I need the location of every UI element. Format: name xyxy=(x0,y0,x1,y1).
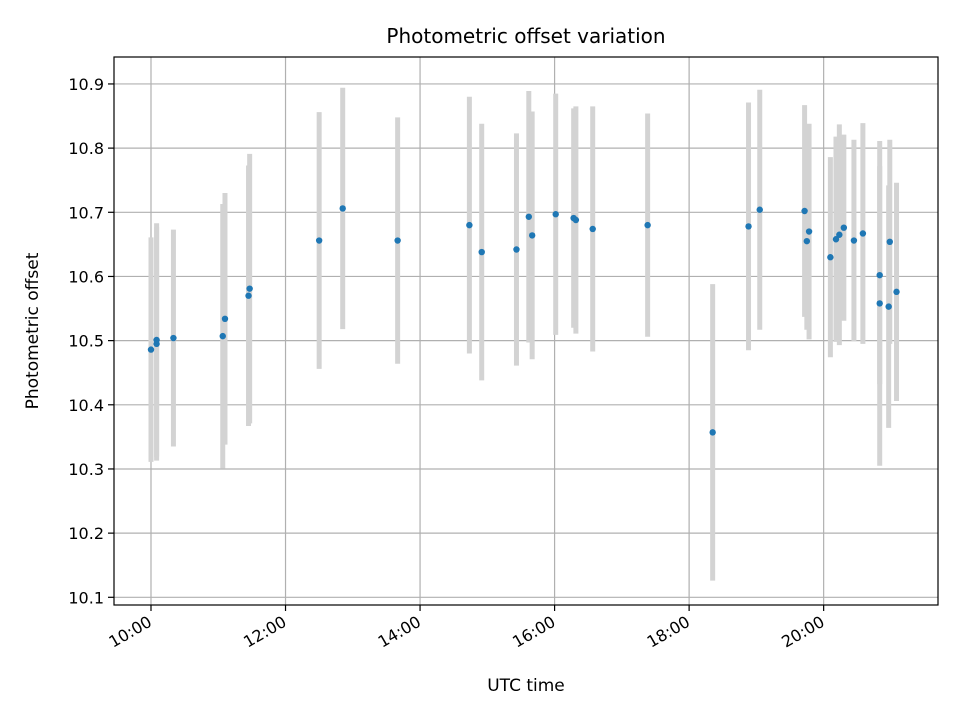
data-point xyxy=(552,211,559,218)
data-point xyxy=(801,207,808,215)
error-bars xyxy=(148,87,900,581)
x-tick-label: 14:00 xyxy=(375,612,424,652)
data-point xyxy=(827,254,834,261)
y-tick-label: 10.6 xyxy=(68,267,104,286)
data-point xyxy=(876,300,883,307)
y-tick-label: 10.7 xyxy=(68,203,104,222)
y-axis-ticks: 10.1 10.2 10.3 10.4 10.5 10.6 10.7 10.8 10.9 xyxy=(68,75,114,607)
x-tick-label: 16:00 xyxy=(509,612,558,652)
chart-title: Photometric offset variation xyxy=(386,24,665,48)
data-point xyxy=(805,228,813,235)
data-point xyxy=(756,206,763,213)
data-point xyxy=(528,232,536,239)
data-point xyxy=(885,303,892,310)
data-point xyxy=(246,285,253,292)
data-point xyxy=(803,237,811,245)
x-tick-label: 12:00 xyxy=(240,612,289,652)
data-point xyxy=(572,216,580,224)
data-point xyxy=(153,336,160,344)
data-point xyxy=(709,429,716,436)
x-axis-ticks: 10:00 12:00 14:00 16:00 18:00 20:00 xyxy=(106,605,828,652)
x-tick-label: 20:00 xyxy=(778,612,827,652)
data-points xyxy=(147,205,900,436)
data-point xyxy=(859,230,867,237)
y-tick-label: 10.1 xyxy=(68,588,104,607)
data-point xyxy=(339,205,346,212)
data-point xyxy=(840,224,848,231)
data-point xyxy=(315,237,323,244)
plot-area-frame xyxy=(113,56,939,606)
data-point xyxy=(589,225,596,233)
data-point xyxy=(525,213,533,220)
x-tick-label: 10:00 xyxy=(106,612,155,652)
x-axis-label: UTC time xyxy=(487,676,565,696)
data-point xyxy=(850,237,858,244)
data-point xyxy=(893,288,900,296)
data-point xyxy=(466,221,473,229)
y-tick-label: 10.3 xyxy=(68,460,104,479)
data-point xyxy=(886,238,893,246)
y-axis-label: Photometric offset xyxy=(23,252,43,409)
y-tick-label: 10.9 xyxy=(68,75,104,94)
y-tick-label: 10.8 xyxy=(68,139,104,158)
y-tick-label: 10.4 xyxy=(68,396,104,415)
data-point xyxy=(147,346,155,353)
grid xyxy=(114,57,938,605)
data-point xyxy=(513,246,520,253)
data-point xyxy=(745,223,752,230)
data-point xyxy=(836,231,843,238)
data-point xyxy=(478,248,485,256)
data-point xyxy=(832,236,840,243)
x-tick-label: 18:00 xyxy=(644,612,693,652)
data-point xyxy=(876,271,883,279)
data-point xyxy=(644,221,651,229)
data-point xyxy=(245,292,252,299)
data-point xyxy=(170,334,177,342)
y-tick-label: 10.5 xyxy=(68,332,104,351)
data-point xyxy=(219,332,226,340)
y-tick-label: 10.2 xyxy=(68,524,104,543)
data-point xyxy=(394,237,401,244)
data-point xyxy=(221,315,229,323)
